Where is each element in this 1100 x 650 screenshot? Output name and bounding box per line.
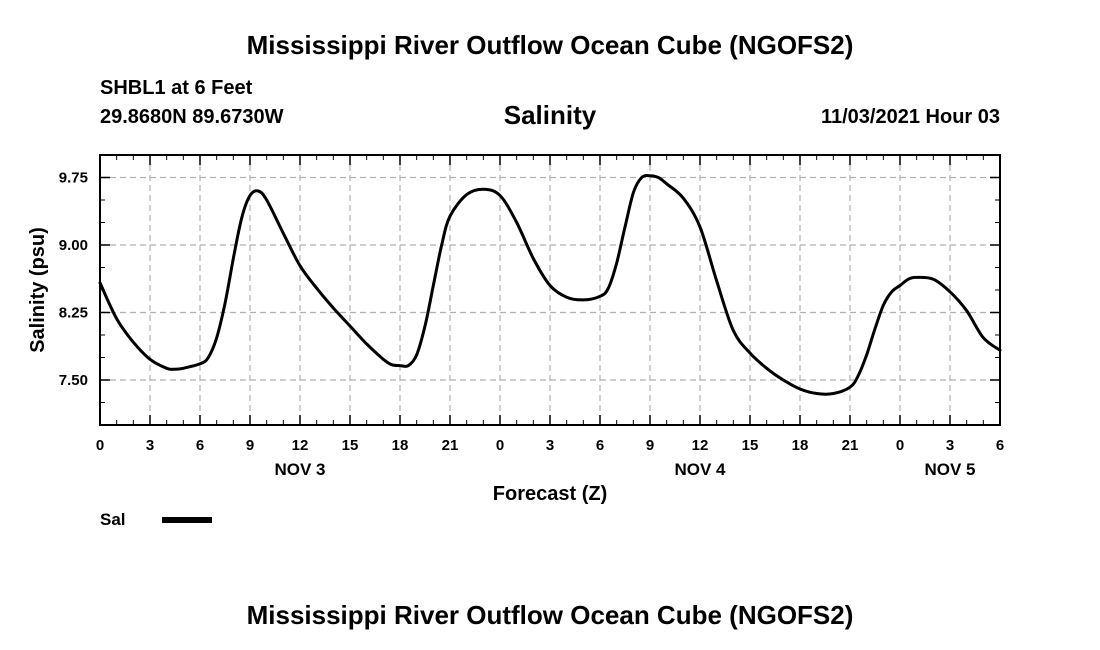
x-tick-label: 15	[742, 437, 759, 454]
variable-title: Salinity	[503, 100, 597, 130]
chart-title: Mississippi River Outflow Ocean Cube (NG…	[246, 30, 854, 60]
station-label: SHBL1 at 6 Feet	[100, 77, 253, 99]
plot-frame	[99, 154, 1001, 426]
series-group	[98, 174, 1002, 396]
x-tick-label: 6	[196, 437, 204, 454]
x-axis-label: Forecast (Z)	[493, 483, 607, 505]
day-label: NOV 4	[674, 460, 726, 479]
day-label: NOV 3	[274, 460, 325, 479]
y-tick-label: 9.75	[59, 170, 88, 187]
coordinates-label: 29.8680N 89.6730W	[100, 106, 284, 128]
series-line-sal	[98, 174, 1002, 396]
x-tick-label: 3	[546, 437, 554, 454]
day-label: NOV 5	[924, 460, 975, 479]
y-tick-label: 7.50	[59, 372, 88, 389]
y-tick-label: 8.25	[59, 305, 88, 322]
x-tick-label: 18	[392, 437, 409, 454]
x-tick-label: 21	[842, 437, 859, 454]
x-tick-label: 12	[692, 437, 709, 454]
x-tick-label: 0	[96, 437, 104, 454]
legend-label-sal: Sal	[100, 510, 126, 529]
x-tick-label: 9	[646, 437, 654, 454]
x-tick-label: 0	[496, 437, 504, 454]
x-tick-label: 6	[596, 437, 604, 454]
grid-lines	[100, 155, 1000, 425]
x-tick-label: 0	[896, 437, 904, 454]
x-tick-label: 21	[442, 437, 459, 454]
x-tick-label: 18	[792, 437, 809, 454]
x-tick-label: 3	[946, 437, 954, 454]
legend: Sal	[100, 510, 212, 529]
x-tick-labels: 0 3 6 9 12 15 18 21 0 3 6 9 12 15 18 21 0 3 6	[96, 437, 1004, 454]
y-tick-labels: 7.50 8.25 9.00 9.75	[59, 170, 88, 390]
y-tick-label: 9.00	[59, 237, 88, 254]
x-tick-label: 12	[292, 437, 309, 454]
x-tick-label: 9	[246, 437, 254, 454]
datetime-label: 11/03/2021 Hour 03	[820, 106, 1000, 128]
day-labels: NOV 3 NOV 4 NOV 5	[274, 460, 975, 479]
footer-title: Mississippi River Outflow Ocean Cube (NG…	[246, 600, 854, 630]
y-axis-label: Salinity (psu)	[27, 227, 49, 353]
x-tick-label: 15	[342, 437, 359, 454]
x-tick-label: 6	[996, 437, 1004, 454]
x-tick-label: 3	[146, 437, 154, 454]
